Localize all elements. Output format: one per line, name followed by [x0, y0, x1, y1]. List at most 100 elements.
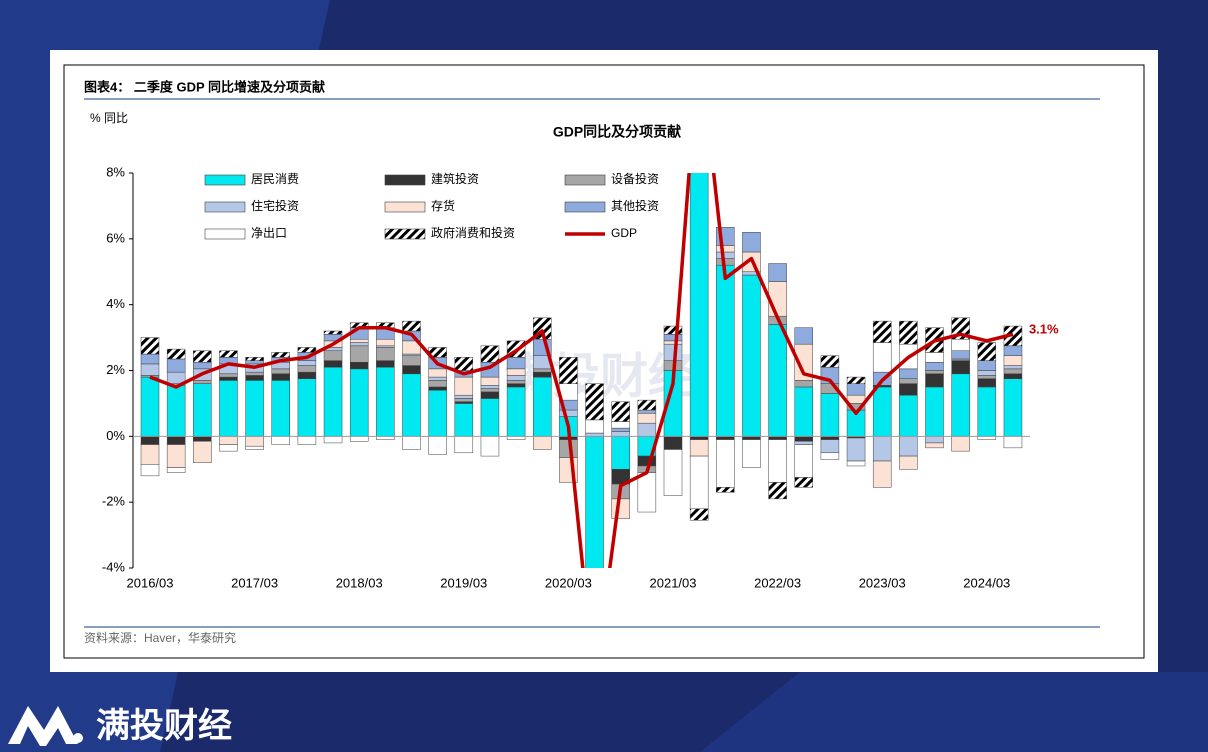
bar-segment: [820, 452, 840, 460]
bar-segment: [663, 449, 683, 496]
x-tick-label: 2018/03: [336, 575, 383, 590]
bar-segment: [454, 403, 474, 437]
bar-segment: [925, 386, 944, 437]
legend-swatch: [204, 201, 246, 213]
bar-segment: [872, 436, 892, 462]
bar-segment: [872, 320, 892, 343]
bar-segment: [559, 409, 578, 417]
bar-segment: [480, 345, 500, 363]
bar-segment: [349, 342, 369, 347]
background-shape: [700, 672, 1208, 752]
bar-segment: [663, 343, 683, 361]
legend-label: 存货: [431, 198, 455, 213]
bar-segment: [742, 232, 761, 253]
bar-segment: [663, 325, 683, 335]
bar-segment: [951, 338, 970, 351]
bar-segment: [193, 362, 212, 370]
bar-segment: [271, 373, 290, 381]
bar-segment: [846, 376, 866, 384]
bar-segment: [899, 394, 918, 437]
bar-segment: [637, 409, 657, 414]
bar-segment: [349, 362, 369, 370]
bar-segment: [1003, 345, 1023, 356]
legend-label: 净出口: [251, 226, 287, 240]
bar-segment: [533, 371, 552, 378]
bar-segment: [951, 350, 970, 360]
bar-segment: [716, 264, 735, 437]
bar-segment: [140, 464, 160, 477]
bar-segment: [951, 436, 970, 452]
bar-segment: [586, 690, 604, 700]
bar-segment: [663, 436, 683, 450]
brand: 满投财经: [96, 707, 232, 745]
bar-segment: [454, 357, 474, 371]
bar-segment: [402, 365, 421, 375]
bar-segment: [977, 386, 997, 437]
logo-icon: [8, 706, 78, 746]
bar-segment: [454, 394, 474, 399]
bar-segment: [402, 373, 421, 437]
legend-swatch: [384, 174, 426, 186]
bar-segment: [402, 355, 421, 366]
bar-segment: [506, 380, 526, 384]
bar-segment: [454, 376, 474, 396]
gdp-line: [149, 173, 1014, 568]
bar-segment: [585, 383, 604, 421]
x-tick-label: 2021/03: [650, 575, 697, 590]
bar-segment: [533, 376, 552, 437]
bar-segment: [245, 445, 264, 450]
bar-segment: [376, 360, 395, 368]
bar-segment: [219, 436, 238, 445]
bar-segment: [689, 455, 709, 510]
bar-segment: [245, 436, 264, 447]
bar-segment: [925, 436, 944, 444]
bar-segment: [480, 391, 500, 399]
bar-segment: [1003, 378, 1023, 437]
bar-segment: [611, 431, 630, 437]
bar-segment: [716, 245, 735, 253]
bar-segment: [768, 482, 787, 500]
bar-segment: [768, 263, 787, 282]
y-axis-label: % 同比: [90, 111, 128, 125]
bar-segment: [846, 383, 866, 396]
x-tick-label: 2022/03: [754, 575, 801, 590]
bar-segment: [977, 375, 997, 379]
bar-segment: [611, 427, 630, 432]
bar-segment: [454, 436, 474, 454]
bar-segment: [140, 436, 160, 445]
plot-area: [133, 173, 1030, 700]
bar-segment: [506, 375, 526, 381]
bar-segment: [376, 366, 395, 437]
bar-segment: [899, 320, 918, 345]
legend-swatch: [564, 201, 606, 213]
bar-segment: [193, 383, 212, 437]
y-tick-label: -2%: [102, 494, 126, 509]
bar-segment: [480, 376, 500, 386]
bar-segment: [376, 338, 395, 347]
bar-segment: [611, 421, 630, 429]
bar-segment: [794, 380, 813, 388]
bar-segment: [219, 380, 238, 437]
bar-segment: [349, 436, 369, 442]
bar-segment: [637, 413, 657, 424]
x-tick-label: 2023/03: [859, 575, 906, 590]
bar-segment: [872, 386, 892, 437]
bar-segment: [245, 357, 264, 361]
bar-segment: [663, 340, 683, 345]
bar-segment: [506, 357, 526, 370]
bar-segment: [245, 371, 264, 376]
bar-segment: [454, 398, 474, 403]
bar-segment: [585, 419, 604, 434]
bar-segment: [794, 436, 813, 442]
bar-segment: [323, 350, 343, 361]
y-tick-label: 2%: [106, 362, 125, 377]
bar-segment: [140, 337, 160, 355]
bar-segment: [480, 436, 500, 457]
panel-border: [63, 64, 1145, 659]
bar-segment: [297, 347, 317, 353]
bar-segment: [140, 353, 160, 365]
bar-segment: [794, 386, 813, 437]
legend-swatch: [384, 228, 426, 240]
bar-segment: [193, 436, 212, 442]
